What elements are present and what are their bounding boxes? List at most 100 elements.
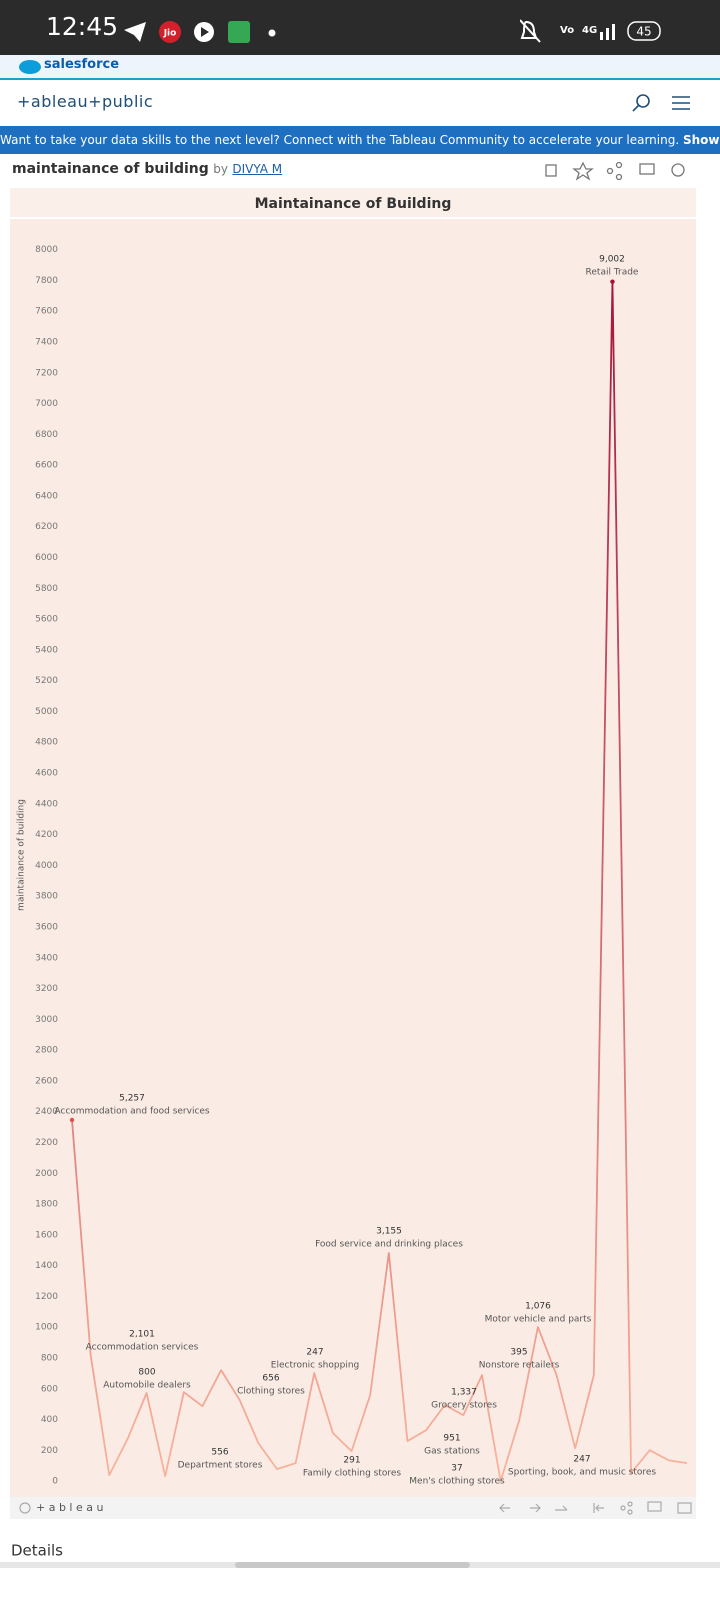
y-tick-label: 2800 [35, 1046, 58, 1056]
y-tick-label: 6200 [35, 522, 58, 532]
annotation-number: 247 [306, 1348, 323, 1358]
y-tick-label: 1200 [35, 1292, 58, 1302]
y-tick-label: 600 [41, 1384, 58, 1394]
badge-icon[interactable] [671, 163, 685, 177]
undo[interactable] [499, 1503, 510, 1513]
y-tick-label: 2600 [35, 1076, 58, 1086]
scrollbar-track [0, 1562, 720, 1568]
y-tick-label: 7200 [35, 368, 58, 378]
y-tick-label: 200 [41, 1446, 58, 1456]
revert[interactable] [555, 1505, 568, 1511]
search-icon[interactable] [636, 94, 650, 108]
status-icons: Jio [124, 21, 276, 43]
annotation-number: 395 [510, 1348, 527, 1358]
viz-title: maintainance of building [12, 161, 209, 177]
scrollbar-thumb[interactable] [235, 1562, 470, 1568]
toolbar-brand[interactable]: + a b l e a u [36, 1501, 103, 1514]
annotation-number: 1,076 [525, 1302, 551, 1312]
y-tick-label: 4400 [35, 799, 58, 809]
toolbar-download[interactable] [647, 1501, 662, 1512]
logo[interactable]: +ableau+public [17, 92, 154, 111]
y-tick-label: 3000 [35, 1015, 58, 1025]
y-tick-label: 400 [41, 1415, 58, 1425]
y-tick-label: 4000 [35, 861, 58, 871]
copy-icon[interactable] [545, 164, 557, 177]
status-bar: 12:45 Jio Vo 4G 45 [0, 0, 720, 55]
annotation-text: Retail Trade [586, 268, 639, 278]
battery: 45 [636, 25, 651, 39]
y-tick-label: 2200 [35, 1138, 58, 1148]
y-tick-label: 2400 [35, 1107, 58, 1117]
viz-toolbar [10, 1497, 696, 1519]
y-tick-label: 4600 [35, 769, 58, 779]
annotation-text: Automobile dealers [103, 1381, 191, 1391]
share-icon[interactable] [606, 161, 623, 181]
y-tick-label: 7600 [35, 307, 58, 317]
y-tick-label: 800 [41, 1353, 58, 1363]
header: +ableau+public [0, 80, 720, 126]
annotation-number: 2,101 [129, 1330, 155, 1340]
details-heading[interactable]: Details [11, 1542, 63, 1560]
author[interactable]: DIVYA M [232, 162, 283, 176]
carrier: Jio [163, 29, 177, 39]
annotation-number: 291 [343, 1456, 360, 1466]
y-tick-label: 5200 [35, 676, 58, 686]
y-tick-label: 8000 [35, 245, 58, 255]
y-tick-label: 1800 [35, 1200, 58, 1210]
y-tick-label: 5600 [35, 615, 58, 625]
y-tick-label: 7800 [35, 276, 58, 286]
chart-title-band [10, 188, 696, 218]
annotation-text: Nonstore retailers [479, 1361, 560, 1371]
annotation-number: 5,257 [119, 1094, 145, 1104]
fullscreen[interactable] [677, 1502, 692, 1514]
toolbar-settings[interactable] [19, 1502, 31, 1514]
annotation-text: Sporting, book, and music stores [508, 1468, 656, 1478]
annotation-number: 556 [211, 1448, 228, 1458]
point [69, 1117, 75, 1123]
salesforce-brand[interactable]: salesforce [44, 57, 120, 72]
banner-link[interactable]: Show me → [683, 133, 720, 147]
chart-background [10, 188, 696, 1497]
favorite-icon[interactable] [572, 161, 594, 181]
toolbar-share[interactable] [620, 1501, 633, 1515]
clock: 12:45 [46, 12, 119, 41]
y-tick-label: 7000 [35, 399, 58, 409]
viz-header: maintainance of building by DIVYA M [0, 154, 720, 186]
annotation-text: Men's clothing stores [409, 1477, 505, 1487]
y-tick-label: 6000 [35, 553, 58, 563]
y-tick-label: 1000 [35, 1323, 58, 1333]
annotation-text: Food service and drinking places [315, 1240, 463, 1250]
annotation-text: Electronic shopping [271, 1361, 359, 1371]
y-tick-label: 4800 [35, 738, 58, 748]
annotation-number: 3,155 [376, 1227, 402, 1237]
annotation-number: 37 [451, 1464, 462, 1474]
banner-message: Want to take your data skills to the nex… [0, 133, 680, 147]
y-tick-label: 5000 [35, 707, 58, 717]
y-tick-label: 2000 [35, 1169, 58, 1179]
annotation-text: Family clothing stores [303, 1469, 402, 1479]
annotation-text: Grocery stores [431, 1401, 497, 1411]
y-tick-label: 6800 [35, 430, 58, 440]
line [71, 280, 688, 1483]
annotation-number: 1,337 [451, 1388, 477, 1398]
viz-actions [545, 161, 685, 181]
annotation-text: Accommodation services [86, 1343, 199, 1353]
point [610, 279, 615, 284]
menu-icon[interactable] [672, 96, 690, 110]
annotation-text: Department stores [178, 1461, 263, 1471]
y-tick-label: 3400 [35, 953, 58, 963]
reset[interactable] [593, 1503, 604, 1513]
y-axis-label: maintainance of building [17, 799, 27, 911]
salesforce-cloud [19, 60, 41, 74]
salesforce-bar: salesforce [0, 55, 720, 80]
status-right: Vo 4G 45 [520, 19, 661, 43]
annotation-text: Gas stations [424, 1447, 480, 1457]
download-icon[interactable] [639, 163, 655, 175]
annotation-number: 951 [443, 1434, 460, 1444]
redo[interactable] [530, 1503, 541, 1513]
y-tick-label: 3600 [35, 922, 58, 932]
annotation-number: 800 [138, 1368, 155, 1378]
y-tick-label: 5800 [35, 584, 58, 594]
